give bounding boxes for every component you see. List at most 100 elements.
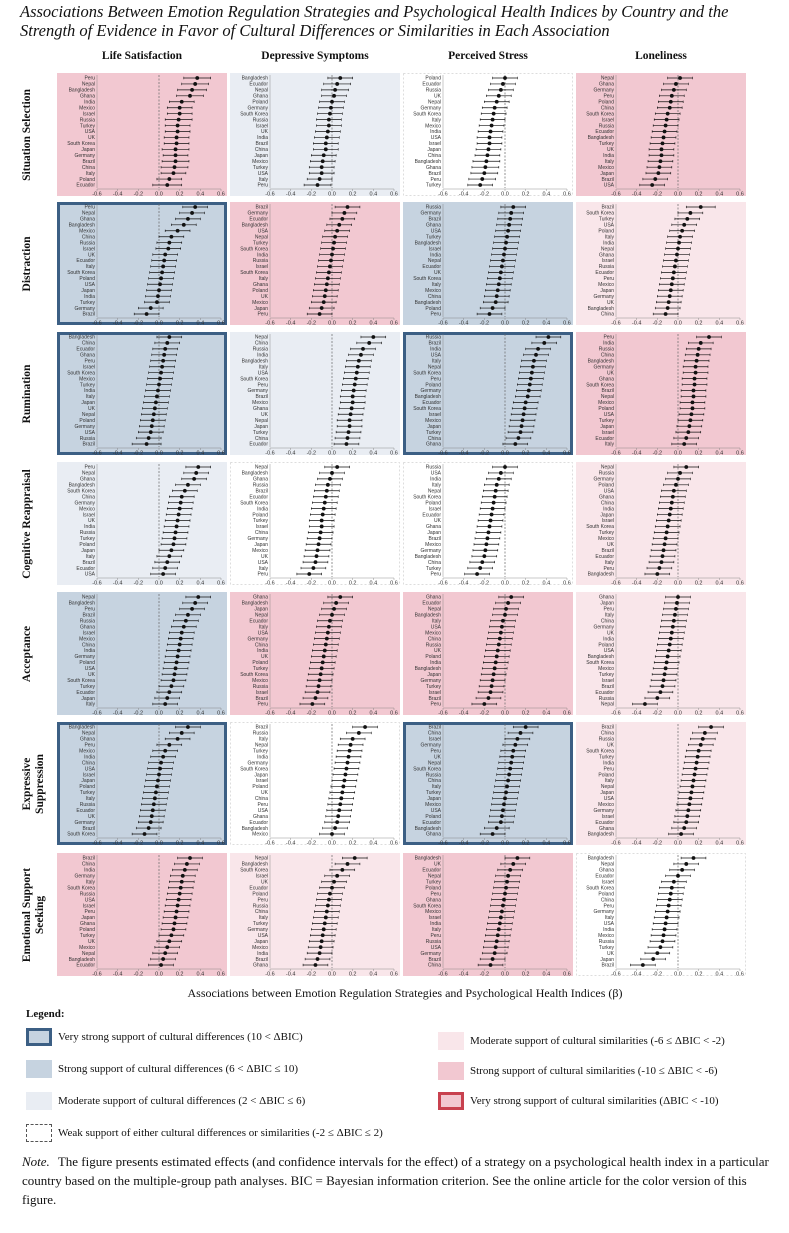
estimate-point — [175, 903, 180, 908]
country-label: Germany — [420, 548, 441, 554]
country-label: Germany — [593, 808, 614, 814]
country-label: Peru — [603, 566, 614, 572]
country-label: Turkey — [80, 382, 96, 388]
legend-swatch-sd — [26, 1060, 52, 1078]
country-label: Japan — [81, 548, 95, 554]
country-label: Russia — [80, 802, 96, 808]
country-label: Israel — [256, 874, 268, 880]
country-label: USA — [431, 471, 442, 477]
country-label: Bangladesh — [588, 654, 615, 660]
country-label: Ghana — [426, 223, 441, 229]
estimate-point — [175, 518, 180, 523]
estimate-point — [323, 288, 328, 293]
x-tick-label: 0.2 — [176, 451, 184, 457]
estimate-point — [319, 518, 324, 523]
estimate-point — [501, 258, 505, 263]
estimate-point — [668, 891, 673, 896]
estimate-point — [494, 939, 499, 944]
country-label: Israel — [83, 903, 95, 909]
country-label: Nepal — [428, 607, 441, 613]
country-label: UK — [607, 630, 615, 636]
estimate-point — [175, 129, 180, 134]
country-label: Italy — [605, 915, 615, 921]
estimate-point — [682, 222, 687, 227]
panel-background — [576, 73, 746, 196]
estimate-point — [179, 879, 184, 884]
estimate-point — [509, 760, 514, 765]
country-label: Bangladesh — [69, 223, 96, 229]
x-tick-label: -0.2 — [653, 972, 662, 978]
x-tick-label: 0.6 — [390, 321, 398, 327]
country-label: UK — [88, 518, 96, 524]
estimate-point — [483, 548, 488, 553]
country-label: Italy — [259, 915, 269, 921]
estimate-point — [511, 862, 516, 866]
country-label: Poland — [79, 177, 95, 183]
panel-background — [403, 592, 573, 715]
country-label: South Korea — [67, 141, 95, 147]
panel-4-3: GhanaJapanPeruItalyChinaGermanyUKIndiaPo… — [576, 592, 746, 717]
country-label: Russia — [599, 939, 615, 945]
estimate-point — [657, 566, 662, 570]
estimate-point — [508, 216, 513, 221]
estimate-point — [160, 270, 164, 275]
x-tick-label: 0.2 — [695, 321, 703, 327]
estimate-point — [319, 666, 324, 671]
estimate-point — [340, 790, 345, 795]
x-tick-label: 0.6 — [217, 711, 225, 717]
country-label: Israel — [429, 412, 441, 418]
country-label: Poland — [598, 772, 614, 778]
country-label: South Korea — [240, 246, 268, 252]
country-label: Brazil — [255, 394, 268, 400]
country-label: Israel — [602, 678, 614, 684]
x-tick-label: 0.6 — [563, 841, 571, 847]
country-label: India — [603, 240, 614, 246]
x-tick-label: -0.4 — [632, 451, 641, 457]
country-label: USA — [258, 228, 269, 234]
country-label: USA — [604, 796, 615, 802]
panel-5-0: BangladeshNepalGhanaPeruMexicoIndiaChina… — [57, 722, 227, 847]
panel-background — [576, 332, 746, 455]
estimate-point — [668, 506, 673, 511]
estimate-point — [516, 436, 521, 440]
estimate-point — [335, 873, 340, 878]
country-label: Ghana — [426, 832, 441, 838]
country-label: Poland — [252, 784, 268, 790]
x-tick-label: 0.2 — [176, 192, 184, 198]
estimate-point — [335, 465, 340, 469]
country-label: Ghana — [426, 595, 441, 601]
country-label: Brazil — [82, 856, 95, 862]
country-label: Italy — [86, 702, 96, 708]
legend-swatch-w — [26, 1124, 52, 1142]
estimate-point — [487, 312, 492, 316]
country-label: South Korea — [67, 678, 95, 684]
country-label: Ghana — [253, 814, 268, 820]
country-label: Nepal — [82, 211, 95, 217]
estimate-point — [354, 370, 359, 375]
x-tick-label: -0.2 — [307, 451, 316, 457]
x-tick-label: -0.6 — [265, 711, 274, 717]
country-label: China — [601, 897, 614, 903]
x-tick-label: 0.4 — [197, 192, 205, 198]
estimate-point — [167, 742, 172, 747]
country-label: Poland — [425, 654, 441, 660]
estimate-point — [332, 93, 336, 98]
x-tick-label: 0.0 — [674, 451, 682, 457]
x-tick-label: 0.6 — [736, 581, 744, 587]
estimate-point — [167, 335, 172, 339]
estimate-point — [338, 595, 343, 599]
estimate-point — [178, 885, 183, 890]
estimate-point — [523, 725, 528, 729]
country-label: Brazil — [255, 488, 268, 494]
country-label: Russia — [80, 240, 96, 246]
country-label: Ecuador — [76, 258, 95, 264]
country-label: China — [601, 731, 614, 737]
country-label: Bangladesh — [588, 572, 615, 578]
estimate-point — [503, 465, 507, 469]
estimate-point — [498, 471, 503, 475]
estimate-point — [175, 654, 180, 659]
country-label: China — [601, 105, 614, 111]
country-label: Japan — [600, 512, 614, 518]
estimate-point — [698, 341, 703, 345]
